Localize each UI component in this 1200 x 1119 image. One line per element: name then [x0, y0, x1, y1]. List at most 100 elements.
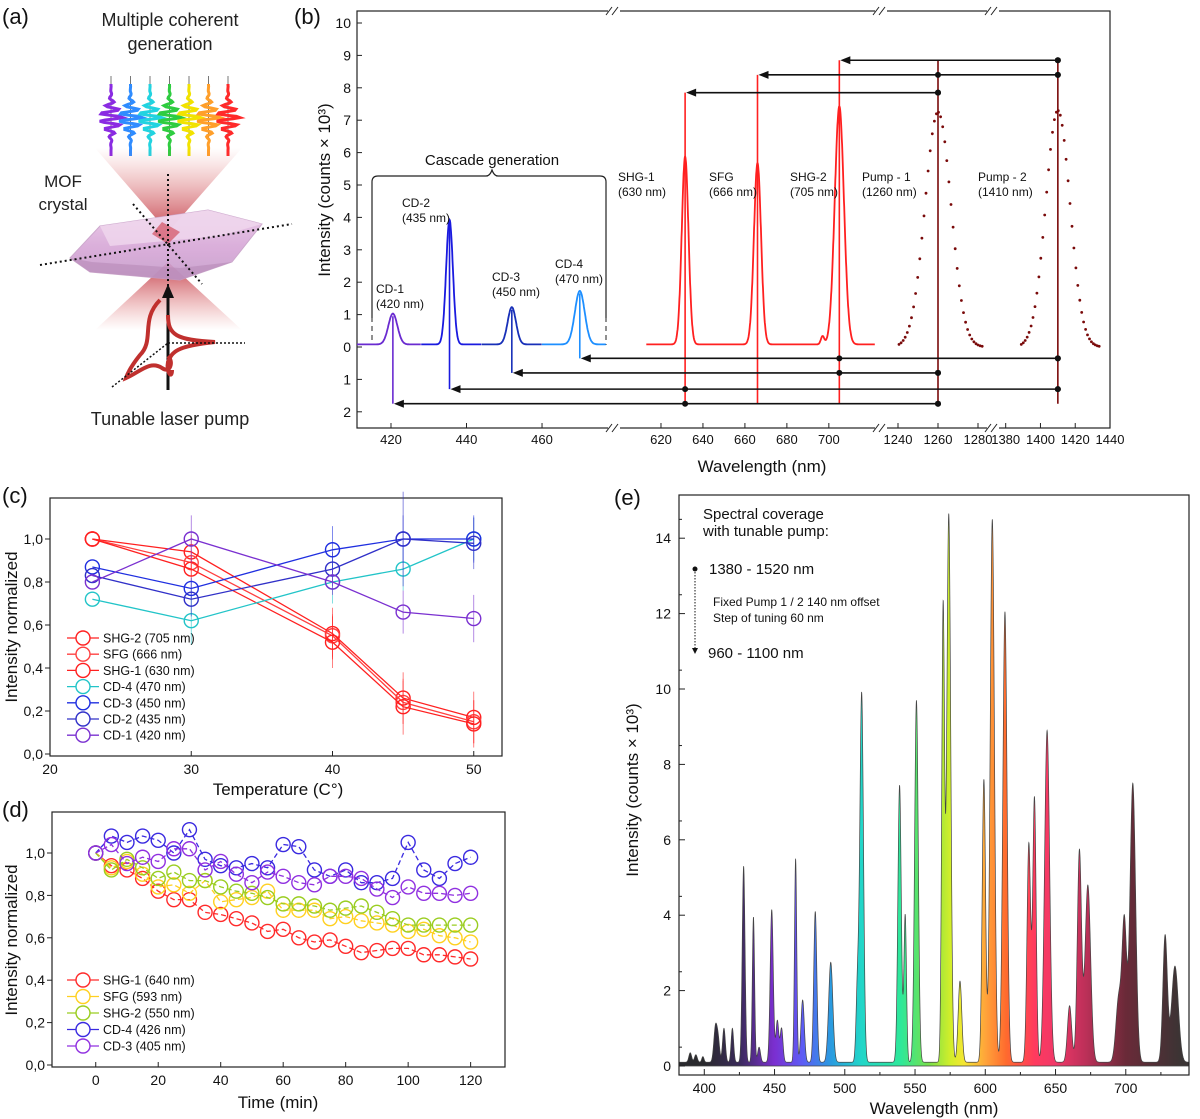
data-point — [369, 942, 385, 959]
coverage-title-line1: Spectral coverage — [703, 506, 824, 523]
pump-dot — [943, 140, 947, 144]
axis-break-mark — [990, 423, 998, 433]
data-point — [416, 885, 432, 901]
panel-b-chart: (b) 0 1 2 3 4 5 6 7 8 9 10 1 2 420 440 460 620 640 660 680 7… — [294, 4, 1124, 476]
data-point — [134, 870, 151, 887]
spectrum-shg-sfg — [646, 105, 875, 346]
pump-dot — [1019, 343, 1023, 346]
y-tick-label: 6 — [663, 832, 671, 848]
y-tick-label: 2 — [343, 274, 351, 290]
arrow-node-dot — [836, 369, 843, 376]
axis-break-mark — [984, 423, 992, 433]
panel-e-letter: (e) — [614, 485, 641, 510]
data-point — [183, 531, 199, 547]
data-point — [431, 927, 448, 944]
peak-label: CD-4 — [555, 257, 583, 271]
data-point — [259, 889, 276, 906]
data-point — [84, 574, 101, 590]
series-line — [95, 852, 471, 926]
data-point — [181, 872, 198, 889]
data-point — [244, 874, 260, 891]
data-point — [84, 591, 101, 607]
y-tick-label: 0,4 — [24, 660, 44, 676]
wavepacket-icon-2 — [117, 76, 149, 156]
coverage-detail-1: Fixed Pump 1 / 2 140 nm offset — [713, 595, 880, 609]
data-point — [353, 898, 369, 914]
series-cd-1: CD-1 (420 nm) — [67, 515, 482, 743]
y-tick-label: 1,0 — [26, 845, 46, 861]
pump-dot — [978, 344, 982, 348]
data-point — [213, 894, 229, 910]
x-tick-label: 400 — [693, 1080, 717, 1096]
data-point — [322, 932, 338, 948]
data-point — [166, 845, 182, 861]
coverage-detail-2: Step of tuning 60 nm — [713, 611, 824, 625]
data-point — [166, 841, 182, 857]
plot-frame — [49, 497, 503, 757]
y-tick-label: 2 — [663, 983, 671, 999]
y-tick-label: 7 — [343, 112, 351, 128]
series-cd-3: CD-3 (450 nm) — [67, 515, 482, 711]
data-point — [337, 862, 354, 878]
legend-label: SHG-2 (550 nm) — [103, 1007, 195, 1021]
data-point — [150, 853, 166, 870]
pump-dot — [908, 324, 911, 328]
mof-crystal-icon — [69, 209, 263, 281]
data-point — [384, 940, 401, 957]
panel-d-x-label: Time (min) — [238, 1093, 319, 1112]
arrow-node-dot — [682, 400, 689, 407]
panel-a-letter: (a) — [2, 4, 29, 29]
x-tick-label: 440 — [456, 432, 478, 447]
wavepacket-icon-1 — [98, 76, 129, 156]
pump-dot — [1097, 344, 1101, 348]
pump-dot — [1084, 328, 1087, 331]
pump-dot — [922, 214, 926, 218]
data-point — [197, 904, 213, 921]
data-point — [213, 879, 229, 895]
arrow-node-dot — [935, 369, 941, 376]
data-point — [337, 900, 354, 916]
x-tick-label: 1380 — [991, 432, 1020, 447]
x-tick-label: 600 — [974, 1080, 998, 1096]
x-tick-label: 1440 — [1096, 432, 1125, 447]
data-point — [353, 944, 369, 961]
x-tick-label: 120 — [459, 1072, 483, 1088]
pump-dot — [1037, 275, 1041, 279]
legend-marker — [75, 662, 91, 679]
data-point — [447, 949, 463, 965]
y-tick-label: 3 — [343, 242, 351, 258]
peak-label-wavelength: (1410 nm) — [978, 185, 1033, 199]
arrow-head-icon — [580, 354, 591, 363]
legend-label: SFG (593 nm) — [103, 990, 182, 1004]
data-point — [431, 947, 448, 963]
pump-dot — [1070, 224, 1074, 228]
arrow-node-dot — [1054, 71, 1061, 78]
pump-dot — [1068, 202, 1072, 205]
pump-dot — [1043, 213, 1047, 217]
pump-dot — [1078, 298, 1082, 302]
pump-dot — [928, 149, 932, 153]
data-point — [416, 862, 432, 878]
pump-dot — [945, 159, 949, 163]
pump-dot — [914, 292, 917, 295]
data-point — [228, 866, 245, 882]
x-tick-label: 460 — [531, 432, 553, 447]
pump-dot — [1047, 168, 1050, 172]
data-point — [166, 864, 182, 880]
x-tick-label: 20 — [42, 761, 58, 777]
series-line — [95, 828, 471, 884]
data-point — [324, 634, 341, 650]
data-point — [462, 917, 479, 933]
pump-dot — [1082, 320, 1085, 324]
data-point — [324, 574, 341, 590]
x-tick-label: 500 — [833, 1080, 857, 1096]
y-tick-label: 6 — [343, 145, 351, 161]
x-tick-label: 650 — [1044, 1080, 1068, 1096]
pump-dot — [1080, 311, 1084, 314]
y-tick-label: 8 — [663, 756, 671, 772]
data-point — [306, 877, 323, 893]
pump-dot — [930, 132, 934, 136]
data-point — [134, 849, 151, 865]
pump-dot — [1041, 236, 1045, 239]
data-point — [103, 836, 120, 853]
